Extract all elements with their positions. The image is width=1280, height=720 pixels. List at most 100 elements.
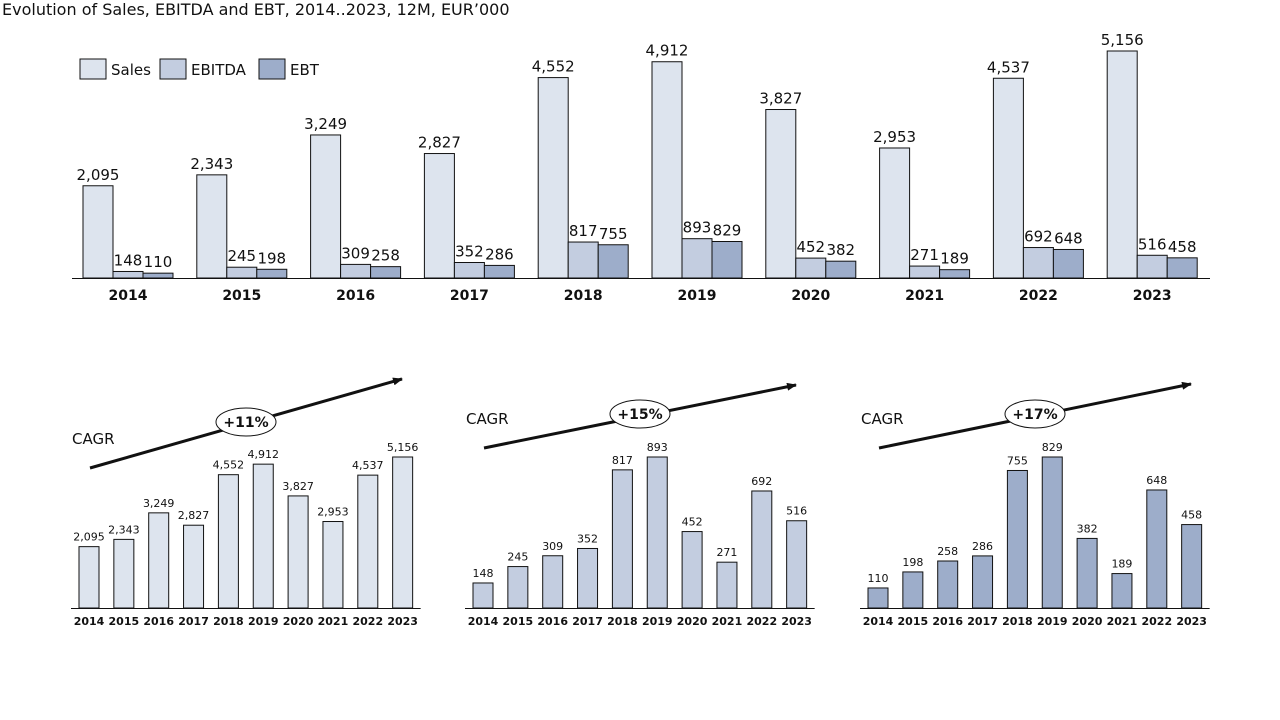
ebt-cagr-chart: 110 2014 198 2015 258 2016 286 2017 755 2018 829 20…: [860, 381, 1210, 628]
legend-label-ebitda: EBITDA: [191, 61, 247, 79]
mini-value-label-sales-2014: 2,095: [73, 531, 105, 544]
value-label-ebt-2015: 198: [257, 249, 286, 267]
bar-sales-2015: [196, 174, 228, 279]
legend-label-ebt: EBT: [290, 61, 320, 79]
value-label-ebt-2017: 286: [485, 245, 514, 263]
bar-ebt-2020: [825, 260, 857, 279]
mini-bar-ebitda-2022: [751, 490, 773, 609]
x-tick-label-2017: 2017: [450, 288, 489, 304]
mini-bar-ebitda-2017: [577, 547, 599, 609]
mini-x-tick-label-ebitda-2019: 2019: [642, 615, 673, 628]
bar-ebt-2018: [597, 244, 629, 279]
bar-ebitda-2016: [340, 263, 372, 279]
x-tick-label-2015: 2015: [222, 288, 261, 304]
page-title: Evolution of Sales, EBITDA and EBT, 2014…: [2, 0, 510, 19]
mini-x-tick-label-ebitda-2018: 2018: [607, 615, 638, 628]
x-tick-label-2023: 2023: [1133, 288, 1172, 304]
mini-x-tick-label-ebt-2021: 2021: [1107, 615, 1138, 628]
value-label-sales-2015: 2,343: [190, 155, 233, 173]
x-tick-label-2021: 2021: [905, 288, 944, 304]
bar-sales-2017: [423, 153, 455, 279]
mini-value-label-sales-2019: 4,912: [248, 448, 280, 461]
bar-sales-2014: [82, 185, 114, 279]
value-label-ebt-2018: 755: [599, 225, 628, 243]
mini-bar-ebt-2019: [1041, 456, 1063, 609]
bar-ebt-2021: [939, 269, 971, 279]
mini-value-label-ebt-2018: 755: [1007, 454, 1028, 467]
value-label-ebitda-2020: 452: [796, 238, 825, 256]
bar-sales-2023: [1106, 50, 1138, 279]
mini-value-label-sales-2023: 5,156: [387, 441, 419, 454]
mini-bar-ebt-2023: [1181, 524, 1203, 609]
mini-value-label-ebitda-2022: 692: [751, 475, 772, 488]
bar-ebitda-2022: [1022, 247, 1054, 279]
mini-x-tick-label-ebt-2017: 2017: [967, 615, 998, 628]
cagr-badge-sales: [215, 407, 277, 437]
mini-bar-ebt-2015: [902, 571, 924, 609]
value-label-ebt-2022: 648: [1054, 229, 1083, 247]
bar-ebitda-2019: [681, 238, 713, 279]
cagr-value-ebt: +17%: [1012, 407, 1057, 423]
mini-value-label-ebitda-2020: 452: [682, 516, 703, 529]
value-label-ebt-2021: 189: [940, 250, 969, 268]
mini-bar-ebitda-2018: [611, 469, 633, 609]
mini-bar-sales-2019: [252, 463, 274, 609]
mini-bar-ebitda-2015: [507, 566, 529, 609]
mini-bar-ebt-2014: [867, 587, 889, 609]
value-label-ebitda-2015: 245: [227, 247, 256, 265]
mini-value-label-sales-2020: 3,827: [282, 480, 314, 493]
value-label-ebitda-2021: 271: [910, 246, 939, 264]
cagr-badge-ebitda: [609, 399, 671, 429]
cagr-label-sales: CAGR: [72, 430, 115, 448]
value-label-ebitda-2017: 352: [455, 243, 484, 261]
x-tick-label-2020: 2020: [791, 288, 830, 304]
legend-swatch-ebitda: [159, 58, 187, 80]
value-label-ebitda-2019: 893: [683, 219, 712, 237]
mini-x-tick-label-sales-2023: 2023: [387, 615, 418, 628]
value-label-ebt-2023: 458: [1168, 238, 1197, 256]
cagr-badge-ebt: [1004, 399, 1066, 429]
mini-bar-sales-2023: [392, 456, 414, 609]
mini-x-tick-label-sales-2019: 2019: [248, 615, 279, 628]
mini-value-label-ebitda-2014: 148: [473, 567, 494, 580]
mini-value-label-ebt-2014: 110: [868, 572, 889, 585]
bar-sales-2022: [992, 77, 1024, 279]
mini-value-label-ebitda-2018: 817: [612, 454, 633, 467]
mini-x-tick-label-ebt-2020: 2020: [1072, 615, 1103, 628]
mini-x-tick-label-ebitda-2020: 2020: [677, 615, 708, 628]
mini-bar-sales-2018: [217, 474, 239, 609]
mini-x-tick-label-ebt-2014: 2014: [863, 615, 894, 628]
mini-x-tick-label-ebitda-2023: 2023: [781, 615, 812, 628]
value-label-ebitda-2022: 692: [1024, 228, 1053, 246]
mini-x-tick-label-ebt-2016: 2016: [932, 615, 963, 628]
mini-bar-ebitda-2016: [542, 555, 564, 609]
mini-value-label-sales-2016: 3,249: [143, 497, 175, 510]
mini-x-tick-label-sales-2014: 2014: [74, 615, 105, 628]
legend-swatch-ebt: [258, 58, 286, 80]
bar-ebt-2017: [483, 264, 515, 279]
value-label-sales-2016: 3,249: [304, 115, 347, 133]
mini-x-tick-label-sales-2016: 2016: [143, 615, 174, 628]
bar-sales-2018: [537, 77, 569, 279]
bar-ebitda-2020: [795, 257, 827, 279]
mini-bar-ebt-2017: [972, 555, 994, 609]
value-label-ebitda-2018: 817: [569, 222, 598, 240]
mini-x-tick-label-ebitda-2016: 2016: [537, 615, 568, 628]
mini-value-label-ebt-2022: 648: [1146, 474, 1167, 487]
mini-x-tick-label-sales-2018: 2018: [213, 615, 244, 628]
mini-bar-sales-2017: [183, 524, 205, 609]
mini-value-label-sales-2017: 2,827: [178, 509, 210, 522]
x-tick-label-2014: 2014: [109, 288, 148, 304]
mini-bar-sales-2016: [148, 512, 170, 609]
mini-x-tick-label-sales-2015: 2015: [109, 615, 140, 628]
mini-bar-sales-2014: [78, 546, 100, 609]
sales-cagr-chart: 2,095 2014 2,343 2015 3,249 2016 2,827 2017 4,55…: [71, 377, 421, 628]
mini-value-label-sales-2022: 4,537: [352, 459, 384, 472]
mini-value-label-ebt-2019: 829: [1042, 441, 1063, 454]
bar-ebt-2022: [1052, 248, 1084, 279]
mini-value-label-sales-2018: 4,552: [213, 459, 245, 472]
mini-value-label-ebt-2023: 458: [1181, 509, 1202, 522]
mini-bar-sales-2015: [113, 538, 135, 609]
value-label-sales-2022: 4,537: [987, 58, 1030, 76]
mini-value-label-ebitda-2017: 352: [577, 532, 598, 545]
